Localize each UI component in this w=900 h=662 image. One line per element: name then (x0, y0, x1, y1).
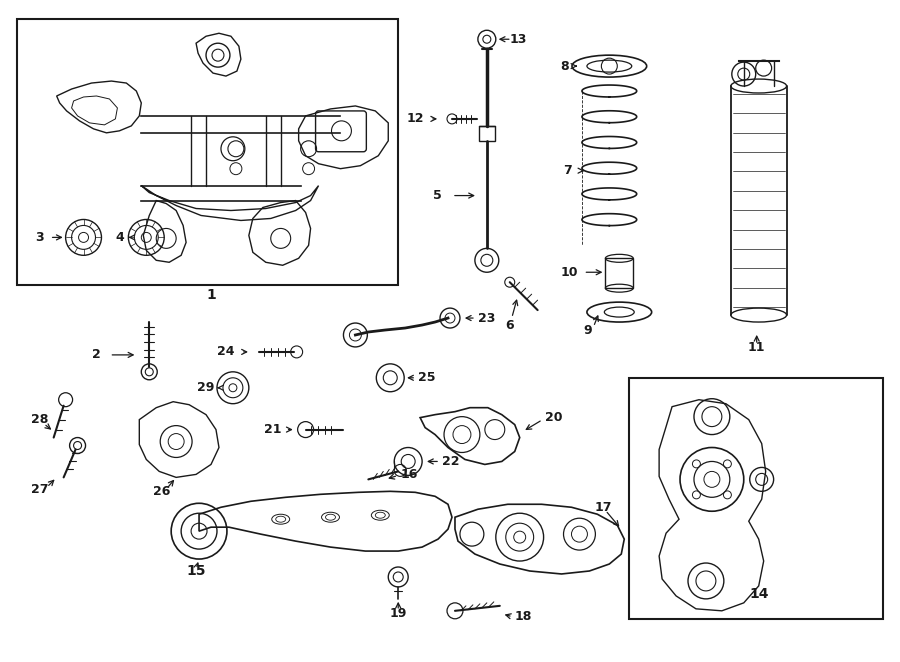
Text: 1: 1 (206, 288, 216, 302)
Text: 11: 11 (748, 342, 766, 354)
Text: 5: 5 (433, 189, 441, 202)
Text: 8: 8 (560, 60, 569, 73)
Text: 6: 6 (506, 318, 514, 332)
Text: 7: 7 (563, 164, 572, 177)
Text: 27: 27 (31, 483, 49, 496)
Text: 28: 28 (31, 413, 49, 426)
Text: 12: 12 (407, 113, 424, 125)
Text: 3: 3 (35, 231, 44, 244)
Text: 15: 15 (186, 564, 206, 578)
Bar (606, 258, 634, 288)
Text: 21: 21 (264, 423, 282, 436)
Text: 10: 10 (561, 265, 578, 279)
Bar (629, 378, 883, 619)
Bar (479, 126, 495, 141)
Text: 25: 25 (418, 371, 436, 385)
Text: 2: 2 (92, 348, 101, 361)
Text: 23: 23 (478, 312, 495, 324)
Text: 22: 22 (442, 455, 460, 468)
Text: 20: 20 (544, 411, 562, 424)
Text: 16: 16 (400, 468, 418, 481)
Text: 14: 14 (749, 587, 769, 601)
Text: 9: 9 (583, 324, 591, 336)
Text: 24: 24 (217, 346, 235, 358)
Text: 19: 19 (390, 607, 407, 620)
Text: 26: 26 (152, 485, 170, 498)
Text: 17: 17 (594, 500, 612, 514)
Text: 4: 4 (115, 231, 124, 244)
Bar (17, 19, 398, 285)
Text: 13: 13 (509, 32, 527, 46)
Text: 18: 18 (515, 610, 532, 624)
Text: 29: 29 (197, 381, 215, 395)
